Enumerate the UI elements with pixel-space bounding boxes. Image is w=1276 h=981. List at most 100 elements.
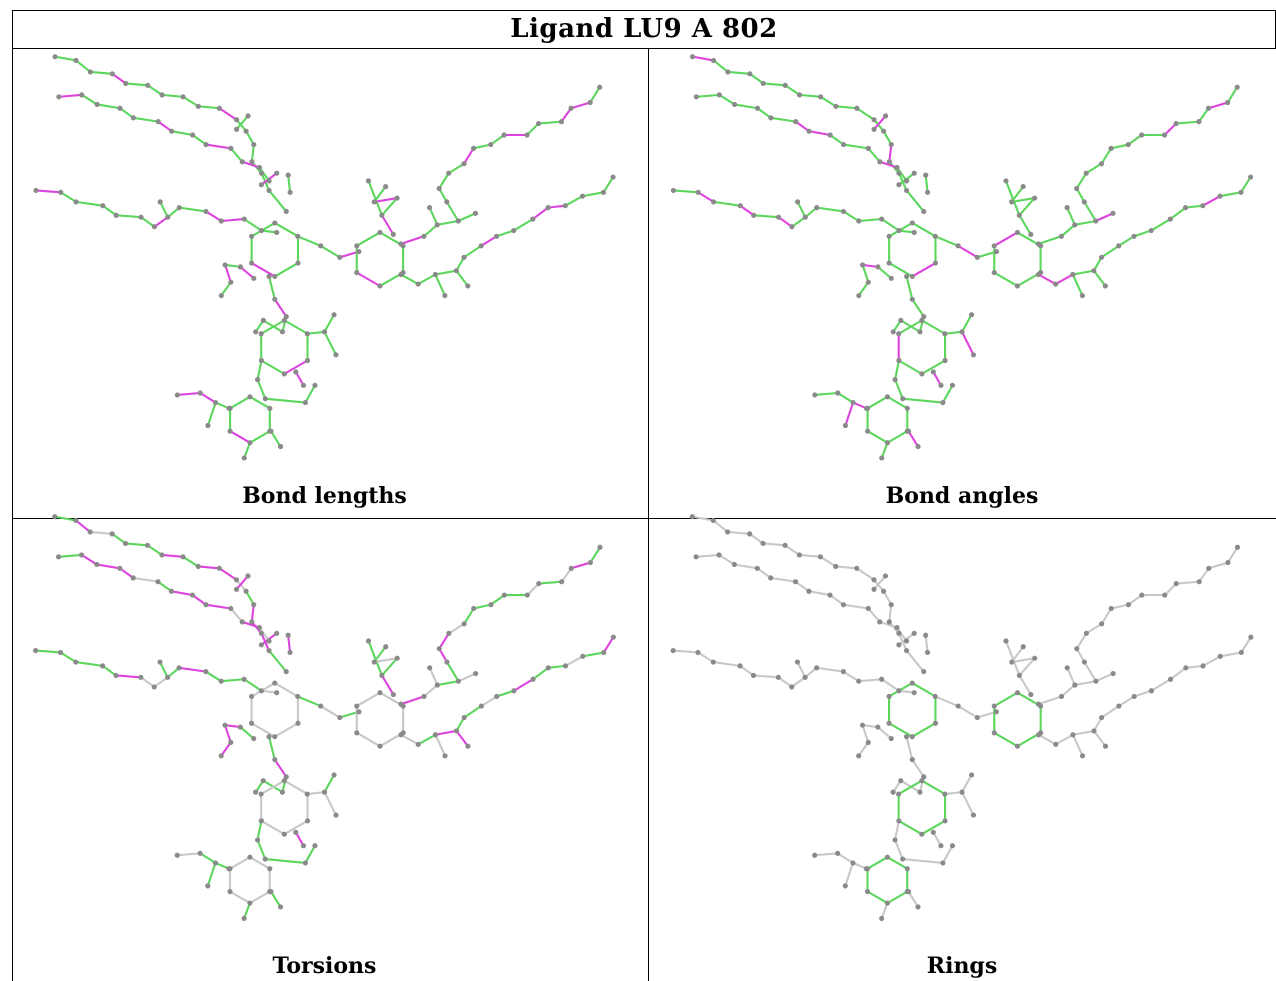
atom [379,212,385,218]
atom [488,141,494,148]
atom [258,642,264,648]
bond [287,634,292,654]
atom [203,669,209,675]
atom [251,141,257,148]
atom [212,860,219,866]
atom [176,205,182,211]
atom [1116,703,1122,709]
atom [268,428,274,434]
bond [417,733,437,746]
atom [293,369,299,375]
atom [1091,728,1097,734]
bond [267,649,288,673]
atom [886,159,892,165]
atom [155,579,161,585]
atom [782,82,788,88]
atom [371,659,377,665]
atom [218,292,224,299]
bond [1004,179,1021,217]
atom [909,734,915,740]
atom [159,552,165,558]
atom [864,889,871,895]
bond-sticks [672,55,1252,460]
atom [266,187,272,194]
atom [1003,638,1009,644]
bond [893,819,900,842]
atom [1074,646,1080,652]
bond [176,391,202,396]
atom [109,71,115,77]
bond [1010,197,1036,203]
atom [1083,630,1089,636]
atom [58,189,64,195]
bond [260,319,286,335]
atom [940,860,946,866]
atom [884,854,890,860]
atom [1009,199,1015,205]
atom [794,659,801,665]
atom [886,720,892,726]
atom [249,233,255,239]
atom [993,248,999,255]
atom [879,676,885,682]
bond [526,582,540,597]
atom [919,371,925,377]
atom [905,889,912,895]
atom [888,602,894,608]
atom [731,101,738,108]
atom [903,178,910,184]
atom [1009,659,1015,665]
bond [560,107,573,123]
atom [904,405,910,411]
atom [693,554,699,560]
atom [253,329,259,335]
bond [570,561,592,570]
bond [283,819,309,836]
atom [568,105,574,111]
bond [878,620,899,629]
bond [911,221,937,238]
atom [587,559,593,566]
bond [191,594,207,606]
table-border-left [12,10,13,981]
bond [993,731,1019,748]
atom [1102,283,1108,289]
bond [178,206,208,213]
bond [304,844,316,864]
atom [151,224,157,230]
bond [1085,162,1103,175]
atom [904,866,910,872]
atom [203,208,209,215]
atom [455,218,461,224]
bond [748,72,765,85]
bond [495,229,515,238]
bond [445,660,460,683]
atom [383,644,389,650]
bond [273,261,300,278]
bond [243,902,251,920]
bond [204,603,232,610]
bond [672,649,700,654]
bond [250,261,276,278]
bond [220,281,232,297]
atom [1248,634,1254,640]
atom [383,184,389,190]
bond [808,130,832,137]
atom [258,331,264,337]
atom [478,703,484,709]
atom [394,655,400,661]
bond [132,576,160,583]
atom [302,399,308,406]
atom [494,693,500,700]
bond [726,530,751,535]
atom [601,649,607,656]
bond [712,519,729,534]
bond [581,651,605,658]
bond [1127,594,1143,606]
atom [850,860,856,866]
atom [478,243,484,249]
atom [1028,231,1034,237]
bond [866,430,889,444]
bond [901,858,944,864]
bond [733,103,759,110]
